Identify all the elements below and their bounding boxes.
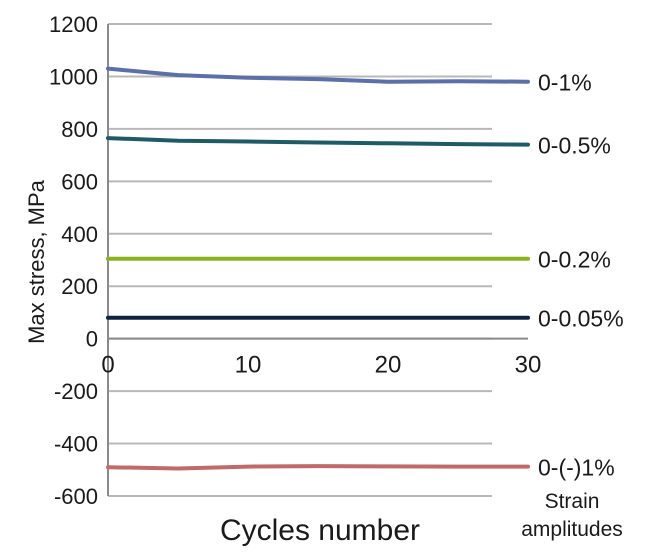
y-tick-label: 800 [61,117,98,142]
series-line [106,66,530,84]
y-tick-label: 400 [61,222,98,247]
x-tick-labels: 0 10 20 30 [101,352,541,379]
legend-title: Strain amplitudes [521,490,623,541]
legend-title-line: Strain [545,490,600,513]
y-tick-label: 1000 [49,64,98,89]
x-tick-label: 20 [375,352,402,379]
series-label: 0-0.05% [538,306,624,332]
series-line [106,136,530,147]
series-line [106,464,530,471]
y-tick-label: -200 [54,379,98,404]
x-tick-label: 0 [101,352,114,379]
series-label: 0-1% [538,70,592,96]
series-label: 0-0.5% [538,133,611,159]
x-tick-label: 30 [515,352,542,379]
series-label: 0-(-)1% [538,455,615,481]
x-axis-title: Cycles number [220,514,420,547]
y-tick-label: 1200 [49,12,98,37]
y-tick-label: 600 [61,169,98,194]
y-tick-labels: 1200 1000 800 600 400 200 0 -200 -400 -600 [49,12,98,509]
legend-title-line: amplitudes [521,518,623,541]
series-lines [106,66,530,471]
series-label: 0-0.2% [538,247,611,273]
y-tick-label: 0 [86,327,98,352]
y-tick-label: -600 [54,484,98,509]
x-tick-label: 10 [235,352,262,379]
y-axis-title: Max stress, MPa [24,179,49,344]
y-tick-label: -400 [54,432,98,457]
y-tick-label: 200 [61,274,98,299]
series-end-labels: 0-1% 0-0.5% 0-0.2% 0-0.05% 0-(-)1% [538,70,624,481]
